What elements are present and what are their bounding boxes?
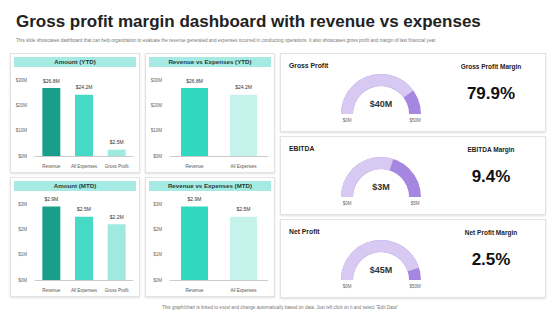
svg-text:$0M: $0M <box>343 201 352 206</box>
svg-text:$0M: $0M <box>343 118 352 123</box>
svg-text:$24.2M: $24.2M <box>76 84 93 90</box>
svg-text:$2M: $2M <box>18 227 27 232</box>
svg-text:$3M: $3M <box>18 202 27 207</box>
svg-text:Gross Profit: Gross Profit <box>105 288 130 293</box>
svg-text:All Expenses: All Expenses <box>230 164 257 169</box>
html-text:Net Profit: Net Profit <box>289 228 320 235</box>
html-text:2.5%: 2.5% <box>471 250 511 269</box>
html-text:Gross profit margin dashboard: Gross profit margin dashboard with reven… <box>16 12 481 31</box>
svg-text:$45M: $45M <box>370 265 393 275</box>
svg-text:$24.2M: $24.2M <box>235 84 252 90</box>
svg-text:$1M: $1M <box>18 252 27 257</box>
svg-text:Revenue: Revenue <box>185 288 204 293</box>
svg-text:$0M: $0M <box>18 278 27 283</box>
html-text:Net Profit Margin: Net Profit Margin <box>464 229 518 236</box>
svg-text:$2.5M: $2.5M <box>110 139 124 145</box>
svg-text:Gross Profit: Gross Profit <box>105 164 130 169</box>
svg-text:$10M: $10M <box>16 128 28 133</box>
svg-text:$26.8M: $26.8M <box>43 78 60 84</box>
svg-text:$10M: $10M <box>151 128 163 133</box>
svg-text:$0M: $0M <box>153 278 162 283</box>
svg-text:$30M: $30M <box>151 78 163 83</box>
svg-text:$20M: $20M <box>151 103 163 108</box>
svg-text:$0M: $0M <box>18 154 27 159</box>
svg-text:$5M: $5M <box>411 201 420 206</box>
svg-text:$50M: $50M <box>409 284 421 289</box>
html-text:Revenue vs Expenses (MTD): Revenue vs Expenses (MTD) <box>167 182 253 189</box>
svg-text:Revenue: Revenue <box>42 164 61 169</box>
svg-text:Revenue: Revenue <box>185 164 204 169</box>
html-text:9.4%: 9.4% <box>471 167 511 186</box>
svg-text:$0M: $0M <box>153 154 162 159</box>
svg-text:$2.9M: $2.9M <box>44 196 58 202</box>
svg-text:$2.9M: $2.9M <box>188 196 202 202</box>
svg-text:$0M: $0M <box>343 284 352 289</box>
svg-text:$2.5M: $2.5M <box>237 206 251 212</box>
svg-text:$1M: $1M <box>153 252 162 257</box>
svg-text:$50M: $50M <box>409 118 421 123</box>
svg-text:$2M: $2M <box>153 227 162 232</box>
svg-text:$20M: $20M <box>16 103 28 108</box>
svg-text:$26.8M: $26.8M <box>186 78 203 84</box>
svg-text:All Expenses: All Expenses <box>230 288 257 293</box>
svg-text:$3M: $3M <box>153 202 162 207</box>
html-text:This slide showcases dashboard: This slide showcases dashboard that can … <box>16 38 437 43</box>
html-text:Amount (YTD): Amount (YTD) <box>54 58 96 65</box>
html-text:79.9%: 79.9% <box>466 84 516 103</box>
html-text:Gross Profit: Gross Profit <box>289 62 329 69</box>
svg-text:All Expenses: All Expenses <box>71 288 98 293</box>
html-text:Amount (MTD): Amount (MTD) <box>53 182 97 189</box>
svg-text:All Expenses: All Expenses <box>71 164 98 169</box>
html-text:This graph/chart is linked to: This graph/chart is linked to excel and … <box>161 305 399 310</box>
html-text:Gross Profit Margin: Gross Profit Margin <box>460 63 522 70</box>
svg-text:$40M: $40M <box>370 99 393 109</box>
svg-text:$30M: $30M <box>16 78 28 83</box>
svg-text:$2.2M: $2.2M <box>110 214 124 220</box>
html-text:Revenue vs Expenses (YTD): Revenue vs Expenses (YTD) <box>168 58 252 65</box>
svg-text:$3M: $3M <box>372 182 390 192</box>
html-text:EBITDA: EBITDA <box>289 145 315 152</box>
html-text:EBITDA Margin: EBITDA Margin <box>467 146 515 153</box>
svg-text:Revenue: Revenue <box>42 288 61 293</box>
svg-text:$2.5M: $2.5M <box>77 206 91 212</box>
